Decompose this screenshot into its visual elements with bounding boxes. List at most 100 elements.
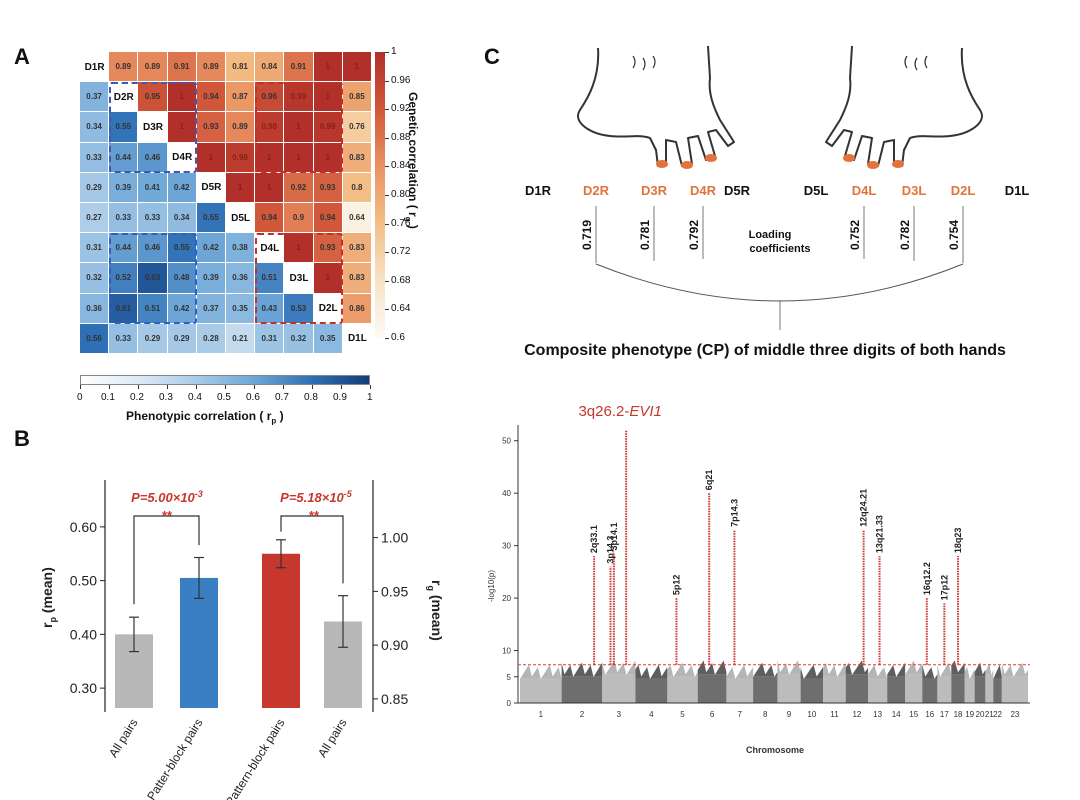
panel-label-b: B [14,426,30,451]
heatmap-cell: 0.87 [226,82,256,113]
manhattan-y-tick-label: 40 [502,489,511,498]
chromosome-signal-peaks [697,660,727,675]
manhattan-y-tick-label: 5 [507,673,512,682]
heatmap-cell: 0.44 [109,233,139,264]
rg-tick-mark [385,223,389,225]
heatmap-cell: 0.93 [196,112,226,143]
rp-tick-label: 0.4 [188,392,202,403]
heatmap-cell: 0.98 [226,142,256,173]
hand-creases [904,55,928,71]
heatmap-cell: 0.81 [226,52,256,83]
panel-label-a: A [14,44,30,69]
rp-tick-mark [196,385,197,389]
rp-y-axis-label: rp (mean) [39,567,58,628]
heatmap-cell: 0.55 [196,203,226,234]
chromosome-signal-peaks [993,664,1002,679]
chromosome-signal-peaks [726,664,754,679]
rg-tick-label: 0.72 [391,246,411,258]
chromosome-label: 1 [539,710,544,719]
rp-pvalue: P=5.00×10-3 [131,489,203,505]
rp-tick-mark [370,385,371,389]
rg-y-tick-label: 0.85 [381,691,408,707]
chromosome-label: 21 [985,710,994,719]
top-hit-label: 3q26.2-EVI1 [578,403,661,420]
heatmap-cell: 1 [313,263,343,294]
rp-sig-bracket [133,515,200,605]
heatmap-cell: 0.76 [342,112,372,143]
chromosome-signal-block [823,676,846,703]
chromosome-signal-block [887,676,906,703]
fingertip-marker [656,160,668,168]
chromosome-label: 4 [649,710,654,719]
chromosome-label: 7 [738,710,743,719]
chromosome-signal-block [993,678,1002,703]
heatmap-diag-label: D3L [284,263,314,294]
manhattan-y-tick-label: 50 [502,437,511,446]
heatmap-cell: 0.94 [313,203,343,234]
chromosome-label: 10 [807,710,816,719]
heatmap-diag-label: D1R [80,52,110,83]
rg-y-tick-label: 0.95 [381,583,408,599]
rp-y-tick-label: 0.40 [70,626,97,642]
peak-label: 6q21 [704,470,714,491]
chromosome-signal-block [905,674,923,703]
chromosome-signal-block [937,676,952,703]
heatmap-cell: 1 [313,52,343,83]
chromosome-signal-peaks [845,660,869,675]
rp-tick-label: 0.8 [304,392,318,403]
rg-colorbar [375,52,385,338]
heatmap-cell: 0.29 [80,172,110,203]
rp-y-tick-label: 0.30 [70,680,97,696]
chromosome-signal-peaks [1001,662,1028,677]
chromosome-signal-block [753,676,778,703]
chromosome-label: 18 [954,710,963,719]
heatmap-cell: 1 [284,142,314,173]
heatmap-cell: 0.94 [255,203,285,234]
heatmap-cell: 0.55 [109,112,139,143]
heatmap-cell: 0.38 [226,233,256,264]
rg-y-axis-label: rg (mean) [426,580,445,641]
heatmap-cell: 0.51 [255,263,285,294]
heatmap-cell: 1 [313,82,343,113]
rp-colorbar [80,375,370,385]
chromosome-label: 23 [1010,710,1019,719]
chromosome-signal-peaks [777,660,801,675]
digit-label: D2L [951,183,976,198]
chromosome-label: 12 [852,710,861,719]
chromosome-signal-block [520,678,562,703]
chromosome-label: 19 [965,710,974,719]
chromosome-signal-block [667,676,698,703]
chromosome-signal-block [1001,676,1028,703]
heatmap-diag-label: D2L [313,293,343,324]
rp-tick-label: 0 [77,392,83,403]
chromosome-signal-peaks [905,660,923,675]
digit-label: D5R [724,183,751,198]
heatmap-cell: 0.93 [313,172,343,203]
chromosome-label: 13 [873,710,882,719]
digit-label: D5L [804,183,829,198]
manhattan-y-tick-label: 0 [507,699,512,708]
fingertip-marker [843,154,855,162]
rg-tick-mark [385,280,389,282]
chromosome-signal-block [726,678,754,703]
heatmap-diag-label: D5L [226,203,256,234]
heatmap-cell: 0.36 [226,263,256,294]
heatmap-cell: 0.41 [138,172,168,203]
chromosome-signal-peaks [937,662,952,677]
chromosome-signal-block [868,678,888,703]
heatmap-cell: 0.61 [109,293,139,324]
chromosome-label: 9 [787,710,792,719]
peak-label: 2q33.1 [589,525,599,553]
heatmap-cell: 0.83 [342,263,372,294]
heatmap-cell: 0.96 [255,82,285,113]
rp-category-label: Patter-block pairs [144,716,205,800]
heatmap-cell: 1 [313,142,343,173]
rg-tick-label: 0.6 [391,332,405,343]
loading-arc [595,263,964,302]
peak-label: 7p14.3 [729,499,739,527]
heatmap-cell: 0.8 [342,172,372,203]
rp-tick-mark [283,385,284,389]
heatmap-cell: 0.33 [109,203,139,234]
heatmap-cell: 0.34 [80,112,110,143]
